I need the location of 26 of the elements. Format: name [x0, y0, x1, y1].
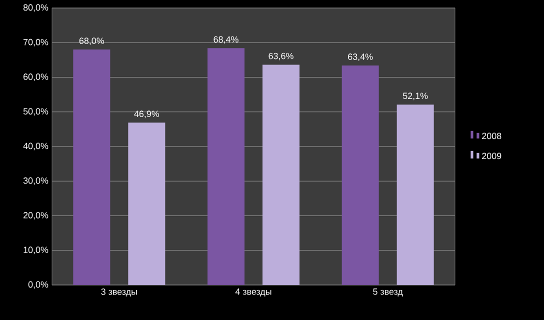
y-tick-label: 20,0%	[24, 212, 48, 220]
data-label: 52,1%	[402, 92, 428, 100]
bar	[342, 65, 379, 285]
y-tick-label: 60,0%	[24, 74, 48, 81]
data-label: 63,6%	[268, 52, 294, 60]
bar	[128, 122, 166, 285]
y-tick-label: 70,0%	[24, 38, 48, 46]
legend-label: 2008	[482, 132, 502, 140]
bar	[396, 104, 434, 285]
legend-label: 2009	[482, 152, 502, 160]
x-tick-label: 5 звезд	[373, 288, 403, 296]
bar	[73, 50, 110, 285]
y-tick-label: 40,0%	[23, 142, 48, 150]
data-label: 68,0%	[79, 38, 104, 46]
data-label: 68,4%	[214, 36, 238, 44]
bar	[208, 48, 245, 285]
y-tick-label: 0,0%	[28, 281, 48, 289]
data-label: 46,9%	[134, 110, 160, 118]
x-tick-label: 3 звезды	[101, 288, 137, 297]
x-tick-label: 4 звезды	[235, 288, 272, 296]
y-tick-label: 30,0%	[23, 177, 48, 185]
y-tick-label: 50,0%	[23, 108, 48, 116]
data-label: 63,4%	[348, 54, 373, 61]
y-tick-label: 10,0%	[24, 246, 48, 254]
y-tick-label: 80,0%	[23, 4, 48, 12]
bar	[262, 64, 300, 285]
